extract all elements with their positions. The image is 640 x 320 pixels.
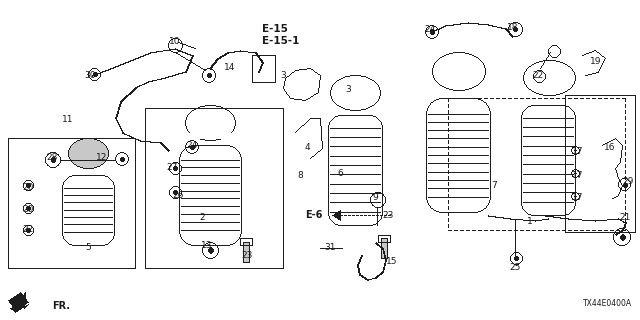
Text: 8: 8 (297, 171, 303, 180)
Text: TX44E0400A: TX44E0400A (583, 299, 632, 308)
Text: FR.: FR. (52, 301, 70, 311)
Text: 11: 11 (62, 116, 74, 124)
Text: 18: 18 (508, 23, 519, 33)
Text: 17: 17 (572, 171, 584, 180)
Text: 20: 20 (22, 205, 34, 214)
Text: 3: 3 (280, 70, 286, 79)
Text: 6: 6 (337, 169, 343, 178)
Text: 29: 29 (622, 178, 634, 187)
Text: 20: 20 (22, 183, 34, 193)
Text: 13: 13 (201, 241, 212, 250)
Text: 31: 31 (324, 244, 336, 252)
Text: 24: 24 (186, 140, 198, 149)
Text: 19: 19 (590, 58, 602, 67)
Text: 26: 26 (172, 190, 184, 199)
Text: 17: 17 (572, 148, 584, 156)
Text: 25: 25 (509, 263, 521, 273)
Text: 5: 5 (85, 244, 91, 252)
Text: 1: 1 (527, 218, 533, 227)
Text: 14: 14 (224, 63, 236, 73)
Text: E-6: E-6 (305, 210, 322, 220)
Text: 15: 15 (387, 258, 397, 267)
Text: 9: 9 (372, 194, 378, 203)
Text: 21: 21 (620, 213, 630, 222)
Text: 23: 23 (382, 211, 394, 220)
Text: 2: 2 (199, 213, 205, 222)
Text: 24: 24 (424, 26, 436, 35)
Text: 16: 16 (604, 143, 616, 153)
Text: 10: 10 (169, 37, 180, 46)
Text: 7: 7 (491, 180, 497, 189)
Text: 27: 27 (166, 164, 178, 172)
Text: 17: 17 (572, 194, 584, 203)
Text: 12: 12 (96, 154, 108, 163)
Text: 30: 30 (84, 70, 96, 79)
Text: 3: 3 (345, 85, 351, 94)
Text: E-15
E-15-1: E-15 E-15-1 (262, 24, 300, 46)
Text: 22: 22 (532, 70, 543, 79)
Text: 28: 28 (46, 154, 58, 163)
Text: 4: 4 (304, 143, 310, 153)
Text: 22: 22 (22, 226, 34, 235)
Text: 23: 23 (241, 251, 253, 260)
